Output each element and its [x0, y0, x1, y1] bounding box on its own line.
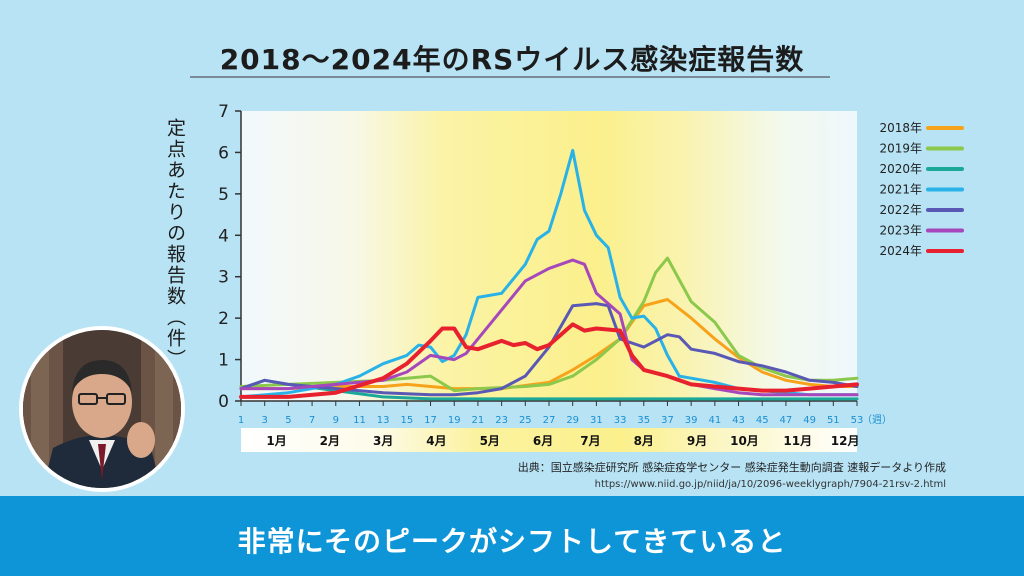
x-tick-label: 29 — [566, 415, 579, 426]
y-tick-label: 4 — [218, 226, 229, 246]
x-tick-label: 49 — [803, 415, 816, 426]
x-tick-label: 15 — [400, 415, 413, 426]
chart-title: 2018～2024年のRSウイルス感染症報告数 — [219, 43, 805, 76]
x-tick-label: 39 — [685, 415, 698, 426]
legend-label: 2021年 — [879, 183, 922, 197]
x-tick-label: 27 — [543, 415, 556, 426]
month-label: 6月 — [533, 434, 553, 448]
series-line — [239, 148, 859, 399]
x-tick-label: 41 — [708, 415, 721, 426]
y-axis-label: 定点あたりの報告数（件） — [164, 118, 186, 370]
source-url[interactable]: https://www.niid.go.jp/niid/ja/10/2096-w… — [594, 479, 946, 490]
y-tick-label: 3 — [218, 268, 229, 288]
series-line — [239, 298, 859, 391]
x-tick-label: 33 — [614, 415, 627, 426]
legend-label: 2022年 — [879, 203, 922, 217]
source-text: 出典：国立感染症研究所 感染症疫学センター 感染症発生動向調査 速報データより作… — [517, 461, 946, 474]
caption-subtitle: 非常にそのピークがシフトしてきていると — [237, 525, 787, 558]
x-tick-label: 13 — [377, 415, 390, 426]
x-tick-label: 45 — [756, 415, 769, 426]
month-label: 7月 — [580, 434, 600, 448]
x-tick-label: 35 — [637, 415, 650, 426]
x-tick-label: 31 — [590, 415, 603, 426]
legend-label: 2024年 — [879, 244, 922, 258]
x-tick-label: 23 — [495, 415, 508, 426]
y-tick-label: 0 — [218, 392, 229, 412]
month-label: 5月 — [480, 434, 500, 448]
x-tick-label: 7 — [309, 415, 315, 426]
month-label: 1月 — [266, 434, 286, 448]
legend-label: 2023年 — [879, 224, 922, 238]
y-tick-label: 1 — [218, 351, 229, 371]
month-label: 11月 — [783, 434, 812, 448]
x-tick-label: 5 — [285, 415, 291, 426]
subtitle-bar — [0, 496, 1024, 576]
month-label: 10月 — [730, 434, 759, 448]
x-tick-label: 43 — [732, 415, 745, 426]
x-tick-label: 51 — [827, 415, 840, 426]
month-band — [241, 428, 857, 452]
series-line — [239, 322, 859, 399]
x-tick-label: 11 — [353, 415, 366, 426]
legend-label: 2018年 — [879, 121, 922, 135]
title-underline — [190, 76, 830, 78]
speaker-avatar — [19, 326, 185, 492]
y-tick-label: 2 — [218, 309, 229, 329]
x-tick-label: 53 — [851, 415, 864, 426]
series-line — [239, 258, 859, 397]
y-tick-label: 7 — [218, 102, 229, 122]
x-tick-label: 9 — [333, 415, 339, 426]
x-tick-label: 3 — [262, 415, 268, 426]
month-label: 9月 — [687, 434, 707, 448]
x-tick-label: 25 — [519, 415, 532, 426]
month-label: 3月 — [373, 434, 393, 448]
month-label: 2月 — [320, 434, 340, 448]
x-tick-label: 21 — [472, 415, 485, 426]
y-tick-label: 5 — [218, 185, 229, 205]
series-line — [239, 302, 859, 397]
month-label: 4月 — [426, 434, 446, 448]
legend-label: 2020年 — [879, 162, 922, 176]
month-label: 8月 — [634, 434, 654, 448]
x-tick-label: 1 — [238, 415, 244, 426]
month-label: 12月 — [831, 434, 860, 448]
x-tick-label: 19 — [448, 415, 461, 426]
x-tick-label: 37 — [661, 415, 674, 426]
legend-label: 2019年 — [879, 142, 922, 156]
source-note: 出典：国立感染症研究所 感染症疫学センター 感染症発生動向調査 速報データより作… — [518, 459, 946, 493]
series-line — [239, 256, 859, 393]
x-tick-label: 17 — [424, 415, 437, 426]
plot-background — [241, 111, 857, 401]
x-tick-label: 47 — [780, 415, 793, 426]
x-axis-unit: （週） — [862, 414, 892, 426]
y-tick-label: 6 — [218, 143, 229, 163]
